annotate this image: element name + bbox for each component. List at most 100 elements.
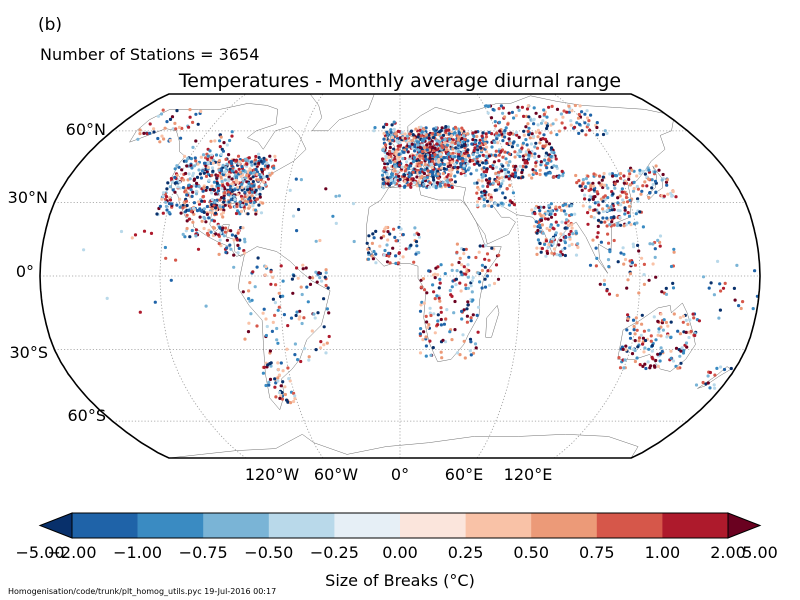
station-marker xyxy=(293,394,297,398)
station-marker xyxy=(263,273,267,277)
station-marker xyxy=(218,205,222,209)
coastline-greenland xyxy=(309,94,375,132)
station-marker xyxy=(288,188,292,192)
station-marker xyxy=(416,143,420,147)
station-marker xyxy=(419,278,423,282)
station-marker xyxy=(480,194,484,198)
station-marker xyxy=(448,288,452,293)
station-marker xyxy=(445,143,449,147)
station-marker xyxy=(393,235,397,239)
station-marker xyxy=(241,226,245,230)
station-marker xyxy=(526,157,531,161)
station-marker xyxy=(370,241,374,245)
station-marker xyxy=(436,132,440,137)
station-marker xyxy=(385,176,389,180)
station-marker xyxy=(469,172,473,176)
station-marker xyxy=(487,258,491,262)
station-marker xyxy=(459,289,463,293)
station-marker xyxy=(535,246,539,250)
station-marker xyxy=(491,166,495,170)
station-marker xyxy=(486,269,490,273)
station-marker xyxy=(424,335,428,339)
station-marker xyxy=(481,161,485,165)
station-marker xyxy=(618,366,623,370)
station-marker xyxy=(429,353,433,357)
station-marker xyxy=(739,306,743,311)
lat-label-60s: 60°S xyxy=(67,406,106,425)
station-marker xyxy=(664,320,669,325)
station-marker xyxy=(461,169,465,174)
station-marker xyxy=(439,306,443,310)
station-marker xyxy=(520,146,524,150)
station-marker xyxy=(299,285,303,289)
station-marker xyxy=(241,179,245,183)
station-marker xyxy=(475,181,479,185)
station-marker xyxy=(207,178,211,182)
station-marker xyxy=(706,374,710,378)
station-marker xyxy=(680,346,684,350)
station-marker xyxy=(436,176,441,180)
station-marker xyxy=(586,123,590,127)
station-marker xyxy=(161,194,165,198)
station-marker xyxy=(225,246,229,250)
station-marker xyxy=(559,238,563,242)
station-marker xyxy=(228,205,232,209)
station-marker xyxy=(138,310,142,314)
station-marker xyxy=(281,294,285,298)
station-marker xyxy=(658,352,662,356)
station-marker xyxy=(640,313,644,317)
station-marker xyxy=(254,188,258,192)
station-marker xyxy=(464,247,468,251)
station-marker xyxy=(443,137,447,142)
station-marker xyxy=(629,223,633,227)
station-marker xyxy=(625,286,629,290)
station-marker xyxy=(212,219,216,223)
station-marker xyxy=(665,178,670,182)
station-marker xyxy=(194,234,198,238)
station-marker xyxy=(574,173,578,178)
station-marker xyxy=(292,391,296,395)
station-marker xyxy=(591,238,595,242)
station-marker xyxy=(249,177,253,181)
station-marker xyxy=(559,250,563,254)
station-marker xyxy=(564,221,568,225)
station-marker xyxy=(435,140,439,144)
station-marker xyxy=(485,161,489,165)
station-marker xyxy=(384,156,388,160)
station-marker xyxy=(228,184,232,188)
station-marker xyxy=(221,173,225,177)
station-marker xyxy=(185,226,189,231)
station-marker xyxy=(563,241,568,245)
station-marker xyxy=(233,197,237,202)
station-marker xyxy=(438,299,442,303)
station-marker xyxy=(492,160,497,164)
station-marker xyxy=(657,327,661,331)
station-marker xyxy=(478,280,482,284)
station-marker xyxy=(624,192,629,196)
station-marker xyxy=(520,105,525,109)
station-marker xyxy=(232,253,236,257)
station-marker xyxy=(458,281,462,285)
station-marker xyxy=(503,115,507,119)
station-marker xyxy=(497,170,501,174)
station-marker xyxy=(292,274,296,278)
station-marker xyxy=(436,172,440,176)
station-marker xyxy=(545,251,550,255)
station-marker xyxy=(654,358,658,363)
lon-label-60e: 60°E xyxy=(445,465,483,484)
station-marker xyxy=(299,359,303,364)
station-marker xyxy=(322,343,326,347)
station-marker xyxy=(388,232,392,236)
station-marker xyxy=(386,152,390,156)
station-marker xyxy=(505,187,509,191)
station-marker xyxy=(439,323,443,327)
station-marker xyxy=(240,165,244,169)
station-marker xyxy=(638,171,642,175)
station-marker xyxy=(422,146,427,150)
station-marker xyxy=(257,161,261,165)
station-marker xyxy=(646,177,651,181)
station-marker xyxy=(194,159,198,163)
station-marker xyxy=(514,130,519,135)
station-marker xyxy=(212,226,217,230)
station-marker xyxy=(324,351,328,355)
